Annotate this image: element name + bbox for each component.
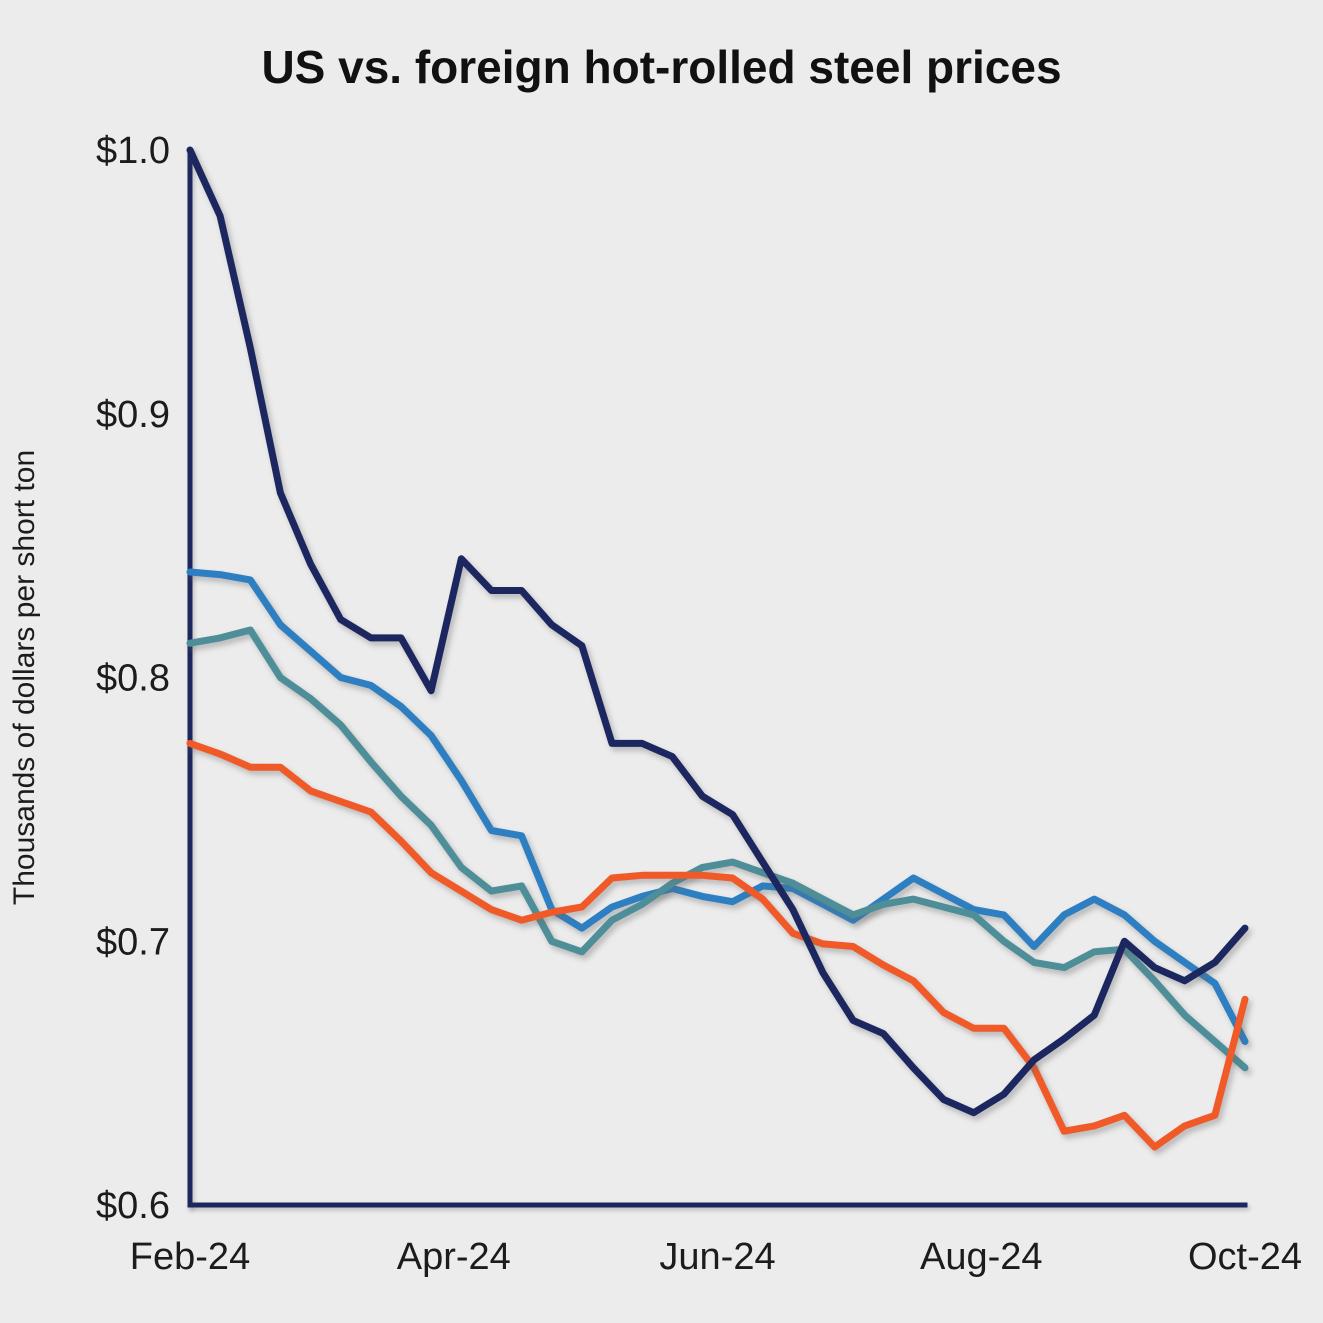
orange-line bbox=[186, 739, 1249, 1151]
y-tick-label: $0.9 bbox=[96, 394, 170, 436]
y-tick-label: $0.8 bbox=[96, 658, 170, 700]
teal-line bbox=[186, 626, 1249, 1072]
x-tick-label: Apr-24 bbox=[397, 1236, 511, 1278]
y-axis-label: Thousands of dollars per short ton bbox=[8, 450, 41, 905]
x-tick-label: Jun-24 bbox=[659, 1236, 775, 1278]
blue-line bbox=[186, 568, 1249, 1045]
y-tick-label: $0.6 bbox=[96, 1185, 170, 1227]
x-tick-label: Oct-24 bbox=[1188, 1236, 1302, 1278]
x-tick-label: Aug-24 bbox=[920, 1236, 1043, 1278]
y-tick-label: $1.0 bbox=[96, 130, 170, 172]
chart-title: US vs. foreign hot-rolled steel prices bbox=[261, 41, 1062, 93]
navy-line bbox=[186, 146, 1249, 1117]
y-tick-label: $0.7 bbox=[96, 921, 170, 963]
x-tick-label: Feb-24 bbox=[130, 1236, 250, 1278]
